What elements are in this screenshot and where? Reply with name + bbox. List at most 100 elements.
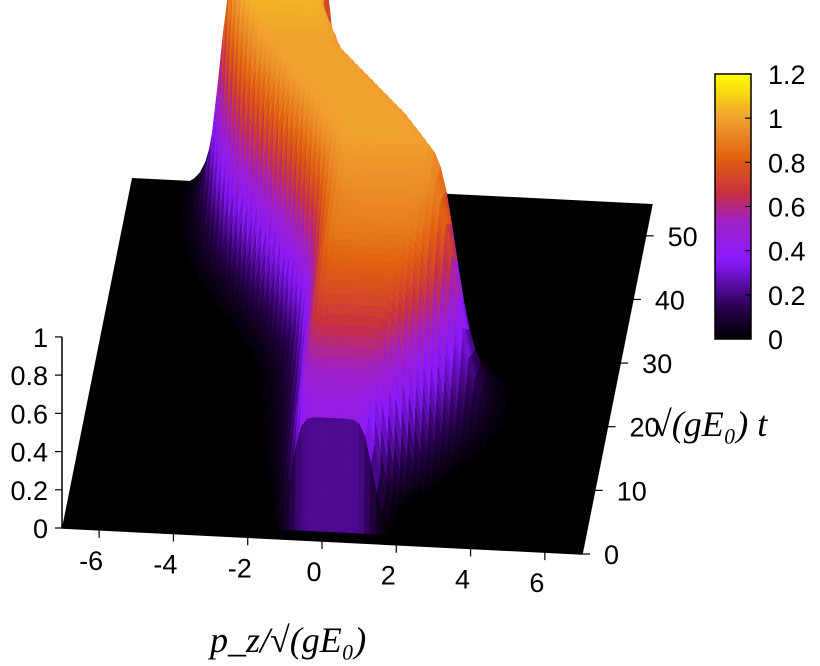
surface-patch xyxy=(361,124,369,129)
surface-patch xyxy=(399,138,407,145)
surface-patch xyxy=(312,417,320,532)
colorbar-tick-label: 0.4 xyxy=(768,237,806,267)
y-tick-label: 20 xyxy=(629,413,659,443)
surface-patch xyxy=(350,150,359,156)
surface-patch xyxy=(374,190,382,197)
surface-patch xyxy=(333,303,341,316)
surface-patch xyxy=(289,46,297,51)
surface-patch xyxy=(388,173,396,180)
surface-patch xyxy=(321,90,329,95)
surface-patch xyxy=(324,356,332,368)
surface-patch xyxy=(385,233,393,242)
surface-patch xyxy=(410,179,418,186)
surface-patch xyxy=(285,32,294,38)
surface-patch xyxy=(385,151,393,157)
surface-patch xyxy=(311,15,319,22)
surface-patch xyxy=(353,266,361,275)
surface-patch xyxy=(280,27,288,34)
surface-patch xyxy=(339,113,348,118)
surface-patch xyxy=(363,280,372,289)
surface-patch xyxy=(289,5,297,12)
surface-patch xyxy=(347,133,355,138)
surface-patch xyxy=(292,28,300,34)
surface-patch xyxy=(240,0,245,6)
surface-patch xyxy=(301,40,310,45)
surface-patch xyxy=(376,213,384,219)
surface-patch xyxy=(345,293,353,306)
surface-patch xyxy=(281,23,289,29)
surface-patch xyxy=(265,13,273,20)
surface-patch xyxy=(370,137,378,143)
surface-patch xyxy=(318,356,326,368)
surface-patch xyxy=(396,196,404,202)
surface-patch xyxy=(359,212,367,218)
surface-patch xyxy=(361,199,369,205)
surface-patch xyxy=(358,107,366,113)
surface-patch xyxy=(338,304,346,316)
surface-patch xyxy=(393,218,401,224)
surface-patch xyxy=(269,22,277,29)
surface-patch xyxy=(324,345,332,358)
surface-patch xyxy=(334,110,342,115)
surface-patch xyxy=(386,222,395,229)
surface-patch xyxy=(479,442,487,450)
surface-patch xyxy=(359,347,367,360)
surface-patch xyxy=(353,212,361,218)
surface-patch xyxy=(349,315,357,327)
surface-patch xyxy=(287,53,295,58)
x-tick-label: -4 xyxy=(153,550,177,580)
surface-patch xyxy=(386,142,394,149)
surface-patch xyxy=(360,253,368,262)
surface-patch xyxy=(368,150,376,157)
surface-patch xyxy=(348,336,356,348)
surface-patch xyxy=(387,178,395,184)
surface-patch xyxy=(391,191,399,198)
surface-patch xyxy=(286,27,294,34)
surface-patch xyxy=(363,185,371,192)
surface-patch xyxy=(325,335,333,347)
surface-patch xyxy=(393,178,401,184)
surface-patch xyxy=(365,337,373,350)
surface-patch xyxy=(359,168,368,174)
surface-patch xyxy=(283,5,292,12)
surface-patch xyxy=(345,225,353,233)
surface-patch xyxy=(352,280,360,289)
surface-patch xyxy=(302,66,310,71)
surface-patch xyxy=(336,103,344,108)
surface-patch xyxy=(365,168,373,174)
surface-patch xyxy=(345,185,353,192)
surface-patch xyxy=(329,366,337,379)
surface-patch xyxy=(386,187,394,193)
surface-patch xyxy=(274,31,282,38)
surface-patch xyxy=(338,314,346,327)
surface-patch xyxy=(228,0,231,9)
surface-patch xyxy=(399,218,407,225)
surface-patch xyxy=(374,146,382,152)
surface-patch xyxy=(307,6,315,13)
surface-patch xyxy=(284,1,292,7)
surface-patch xyxy=(352,419,360,534)
surface-patch xyxy=(385,240,393,249)
surface-patch xyxy=(368,294,376,307)
surface-patch xyxy=(409,143,418,150)
surface-patch xyxy=(357,225,365,234)
surface-patch xyxy=(374,288,382,297)
surface-patch xyxy=(395,200,404,207)
surface-patch xyxy=(384,155,393,162)
y-tick-label: 0 xyxy=(604,540,619,570)
surface-patch xyxy=(351,294,359,306)
surface-patch xyxy=(381,142,389,148)
y-axis-label: √(gE₀) t xyxy=(652,404,768,444)
surface-patch xyxy=(403,187,411,194)
surface-patch xyxy=(367,316,375,328)
surface-patch xyxy=(391,234,399,243)
surface-patch xyxy=(356,150,364,156)
colorbar-tick-label: 0.2 xyxy=(768,281,806,311)
surface-patch xyxy=(375,182,383,188)
surface-patch xyxy=(336,346,344,358)
surface-patch xyxy=(325,408,333,413)
surface-patch xyxy=(372,164,380,170)
surface-patch xyxy=(370,172,378,179)
surface-patch xyxy=(397,147,405,154)
surface-patch xyxy=(347,136,355,143)
